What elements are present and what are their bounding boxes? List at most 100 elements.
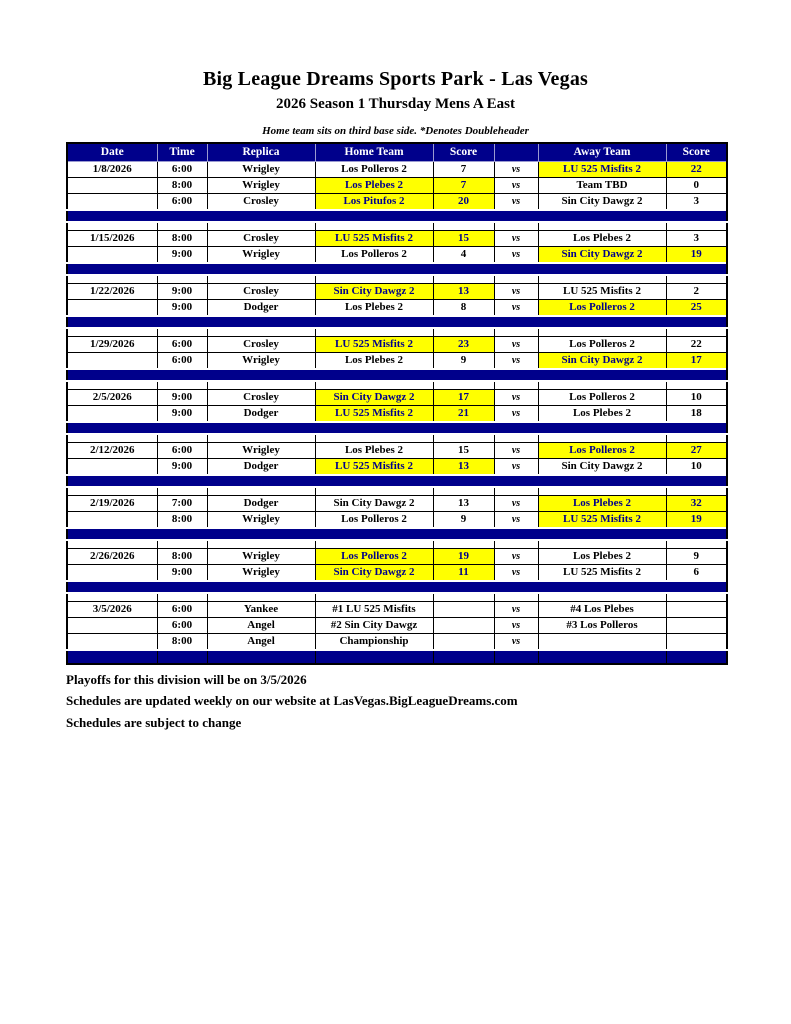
game-row: 3/5/2026 6:00 Yankee #1 LU 525 Misfits vs #4 … xyxy=(66,601,728,618)
time-cell: 9:00 xyxy=(156,405,208,423)
spacer-cell xyxy=(314,274,434,284)
separator-bar xyxy=(66,421,728,435)
home-team-cell: Los Polleros 2 xyxy=(314,246,434,264)
away-score-cell xyxy=(665,601,728,618)
replica-cell: Crosley xyxy=(206,283,316,300)
spacer-cell xyxy=(156,539,208,549)
home-team-cell: LU 525 Misfits 2 xyxy=(314,336,434,353)
spacer-cell xyxy=(665,327,728,337)
vs-cell: vs xyxy=(493,352,539,370)
game-row: 1/8/2026 6:00 Wrigley Los Polleros 2 7 vs LU 5… xyxy=(66,161,728,178)
time-cell: 9:00 xyxy=(156,283,208,300)
home-team-cell: Los Plebes 2 xyxy=(314,299,434,317)
spacer-cell xyxy=(206,327,316,337)
home-team-cell: Sin City Dawgz 2 xyxy=(314,283,434,300)
away-team-cell: LU 525 Misfits 2 xyxy=(537,564,667,582)
spacer-cell xyxy=(665,380,728,390)
spacer-cell xyxy=(537,592,667,602)
away-score-cell: 22 xyxy=(665,336,728,353)
away-team-cell: Sin City Dawgz 2 xyxy=(537,193,667,211)
home-team-cell: LU 525 Misfits 2 xyxy=(314,230,434,247)
bottom-bar-cell xyxy=(314,649,434,665)
separator-bar xyxy=(66,580,728,594)
spacer-cell xyxy=(314,486,434,496)
replica-cell: Crosley xyxy=(206,336,316,353)
home-team-cell: Los Polleros 2 xyxy=(314,511,434,529)
replica-cell: Wrigley xyxy=(206,352,316,370)
spacer-cell xyxy=(665,486,728,496)
spacer-cell xyxy=(665,221,728,231)
away-team-cell: Sin City Dawgz 2 xyxy=(537,246,667,264)
vs-cell: vs xyxy=(493,458,539,476)
separator-row xyxy=(66,527,728,541)
header-vs xyxy=(493,142,539,162)
date-cell xyxy=(66,511,158,529)
away-score-cell: 9 xyxy=(665,548,728,565)
away-team-cell: Los Polleros 2 xyxy=(537,389,667,406)
time-cell: 9:00 xyxy=(156,389,208,406)
home-score-cell: 20 xyxy=(432,193,495,211)
spacer-cell xyxy=(537,486,667,496)
separator-row xyxy=(66,421,728,435)
spacer-cell xyxy=(66,539,158,549)
time-cell: 8:00 xyxy=(156,177,208,194)
spacer-cell xyxy=(665,539,728,549)
page-subtitle: 2026 Season 1 Thursday Mens A East xyxy=(276,96,515,112)
spacer-cell xyxy=(314,592,434,602)
home-team-cell: Los Polleros 2 xyxy=(314,161,434,178)
spacer-row xyxy=(66,274,728,284)
away-team-cell: Team TBD xyxy=(537,177,667,194)
home-score-cell: 7 xyxy=(432,177,495,194)
away-score-cell: 6 xyxy=(665,564,728,582)
spacer-cell xyxy=(66,380,158,390)
home-score-cell: 11 xyxy=(432,564,495,582)
spacer-cell xyxy=(314,539,434,549)
separator-row xyxy=(66,580,728,594)
schedule-table-body: 1/8/2026 6:00 Wrigley Los Polleros 2 7 vs LU 5… xyxy=(66,161,728,665)
header-away-score: Score xyxy=(665,142,728,162)
spacer-cell xyxy=(432,380,495,390)
spacer-row xyxy=(66,539,728,549)
separator-row xyxy=(66,368,728,382)
spacer-cell xyxy=(493,221,539,231)
away-team-cell: Los Polleros 2 xyxy=(537,299,667,317)
home-score-cell xyxy=(432,633,495,651)
away-score-cell: 0 xyxy=(665,177,728,194)
game-row: 6:00 Wrigley Los Plebes 2 9 vs Sin City Dawgz… xyxy=(66,352,728,370)
away-score-cell: 19 xyxy=(665,246,728,264)
home-score-cell: 21 xyxy=(432,405,495,423)
separator-row xyxy=(66,474,728,488)
header-away-team: Away Team xyxy=(537,142,667,162)
away-team-cell xyxy=(537,633,667,651)
home-score-cell: 13 xyxy=(432,495,495,512)
home-team-cell: #1 LU 525 Misfits xyxy=(314,601,434,618)
spacer-cell xyxy=(537,380,667,390)
replica-cell: Crosley xyxy=(206,193,316,211)
spacer-row xyxy=(66,221,728,231)
spacer-row xyxy=(66,592,728,602)
vs-cell: vs xyxy=(493,617,539,634)
bottom-bar-cell xyxy=(432,649,495,665)
vs-cell: vs xyxy=(493,246,539,264)
separator-row xyxy=(66,315,728,329)
spacer-cell xyxy=(206,486,316,496)
spacer-cell xyxy=(66,433,158,443)
spacer-cell xyxy=(432,433,495,443)
away-team-cell: Los Plebes 2 xyxy=(537,405,667,423)
bottom-bar-cell xyxy=(537,649,667,665)
date-cell xyxy=(66,405,158,423)
replica-cell: Angel xyxy=(206,633,316,651)
away-score-cell: 10 xyxy=(665,458,728,476)
date-cell: 3/5/2026 xyxy=(66,601,158,618)
away-score-cell: 17 xyxy=(665,352,728,370)
date-cell: 2/26/2026 xyxy=(66,548,158,565)
home-team-cell: Championship xyxy=(314,633,434,651)
spacer-cell xyxy=(493,486,539,496)
time-cell: 9:00 xyxy=(156,564,208,582)
vs-cell: vs xyxy=(493,389,539,406)
header-replica: Replica xyxy=(206,142,316,162)
bottom-bar-cell xyxy=(156,649,208,665)
replica-cell: Wrigley xyxy=(206,246,316,264)
date-cell: 1/22/2026 xyxy=(66,283,158,300)
